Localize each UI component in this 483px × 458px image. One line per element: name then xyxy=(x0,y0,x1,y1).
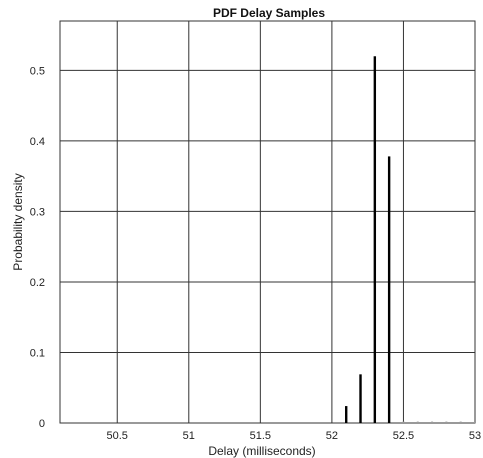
grid-lines xyxy=(60,21,475,423)
x-tick-label: 50.5 xyxy=(107,430,128,442)
y-tick-label: 0.2 xyxy=(30,277,45,289)
plot-area xyxy=(59,20,476,424)
y-tick-label: 0.3 xyxy=(30,206,45,218)
chart-title: PDF Delay Samples xyxy=(213,6,325,20)
bar xyxy=(459,421,462,423)
bar xyxy=(373,56,377,424)
x-tick-label: 51 xyxy=(183,430,195,442)
bar xyxy=(474,421,476,423)
y-tick-label: 0 xyxy=(39,418,45,430)
y-tick-label: 0.5 xyxy=(30,65,45,77)
bar xyxy=(445,421,448,423)
x-tick-label: 52.5 xyxy=(393,430,414,442)
bar xyxy=(431,421,434,423)
y-tick-labels: 0 0.1 0.2 0.3 0.4 0.5 xyxy=(30,65,45,430)
x-tick-label: 52 xyxy=(326,430,338,442)
x-axis-title: Delay (milliseconds) xyxy=(208,444,315,458)
y-tick-label: 0.1 xyxy=(30,347,45,359)
bar xyxy=(345,406,348,423)
y-tick-label: 0.4 xyxy=(30,136,45,148)
bar-series xyxy=(345,56,476,424)
x-tick-labels: 50.5 51 51.5 52 52.5 53 xyxy=(107,430,482,442)
bar xyxy=(416,421,419,423)
y-axis-title: Probability density xyxy=(11,173,25,270)
bar xyxy=(402,421,405,423)
bar xyxy=(359,374,362,423)
bar xyxy=(387,156,391,423)
x-tick-label: 53 xyxy=(469,430,481,442)
x-tick-label: 51.5 xyxy=(250,430,271,442)
